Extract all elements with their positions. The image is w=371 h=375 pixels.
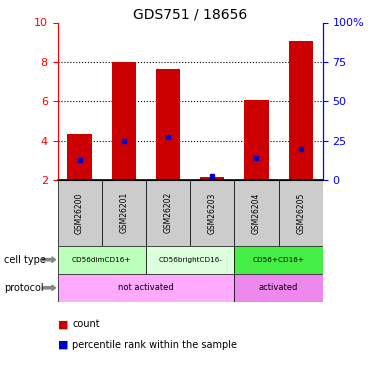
Text: GSM26204: GSM26204 [252, 192, 261, 234]
Bar [58, 180, 102, 246]
Bar [234, 274, 323, 302]
Bar [58, 274, 234, 302]
Text: GSM26203: GSM26203 [208, 192, 217, 234]
Bar [234, 246, 323, 274]
Text: not activated: not activated [118, 284, 174, 292]
Bar [234, 180, 279, 246]
Bar [279, 180, 323, 246]
Text: GSM26201: GSM26201 [119, 192, 128, 233]
Text: ■: ■ [58, 320, 68, 329]
Text: GSM26205: GSM26205 [296, 192, 305, 234]
Bar [200, 177, 224, 180]
Text: CD56brightCD16-: CD56brightCD16- [158, 256, 222, 262]
Bar [289, 41, 313, 180]
Text: cell type: cell type [4, 255, 46, 265]
Text: GSM26202: GSM26202 [164, 192, 173, 233]
Bar [146, 180, 190, 246]
Text: ■: ■ [58, 340, 68, 350]
Bar [244, 100, 269, 180]
Bar [190, 180, 234, 246]
Text: activated: activated [259, 284, 298, 292]
Title: GDS751 / 18656: GDS751 / 18656 [133, 8, 247, 21]
Text: CD56dimCD16+: CD56dimCD16+ [72, 256, 131, 262]
Text: GSM26200: GSM26200 [75, 192, 84, 234]
Bar [156, 69, 180, 180]
Text: protocol: protocol [4, 283, 43, 293]
Bar [112, 62, 136, 180]
Bar [102, 180, 146, 246]
Bar [68, 134, 92, 180]
Bar [58, 246, 146, 274]
Text: count: count [72, 320, 100, 329]
Text: percentile rank within the sample: percentile rank within the sample [72, 340, 237, 350]
Text: CD56+CD16+: CD56+CD16+ [253, 256, 305, 262]
Bar [146, 246, 234, 274]
